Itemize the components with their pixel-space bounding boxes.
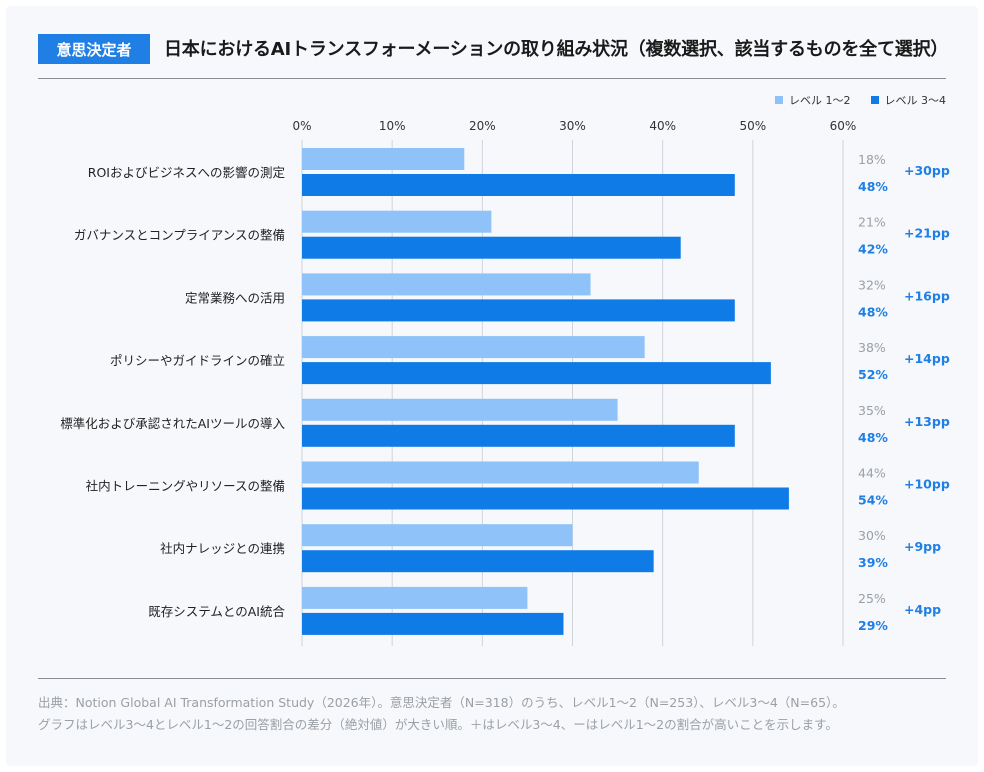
- x-tick-label: 0%: [292, 119, 311, 133]
- value-label-level34: 52%: [858, 367, 888, 382]
- value-label-level12: 21%: [858, 215, 886, 230]
- title-divider: [38, 78, 946, 79]
- x-tick-label: 10%: [379, 119, 406, 133]
- source-line-2: グラフはレベル3〜4とレベル1〜2の回答割合の差分（絶対値）が大きい順。＋はレベ…: [38, 717, 838, 732]
- bar-level12: [302, 524, 573, 547]
- legend-label-level12: レベル 1〜2: [789, 94, 851, 107]
- legend-item-level12: レベル 1〜2: [775, 92, 851, 108]
- value-label-level34: 48%: [858, 430, 888, 445]
- x-tick-label: 60%: [830, 119, 857, 133]
- value-label-level34: 29%: [858, 618, 888, 633]
- x-tick-label: 20%: [469, 119, 496, 133]
- source-line-1: 出典：Notion Global AI Transformation Study…: [38, 695, 845, 710]
- bar-level34: [302, 236, 681, 259]
- source-note: 出典：Notion Global AI Transformation Study…: [38, 692, 845, 736]
- difference-label: +9pp: [904, 539, 941, 554]
- footer-divider: [38, 678, 946, 679]
- bar-level34: [302, 424, 735, 447]
- category-label: ガバナンスとコンプライアンスの整備: [74, 228, 285, 243]
- x-tick-label: 50%: [739, 119, 766, 133]
- value-label-level12: 38%: [858, 340, 886, 355]
- category-label: 標準化および承認されたAIツールの導入: [60, 416, 285, 431]
- legend-swatch-level12: [775, 96, 783, 104]
- bar-level12: [302, 273, 591, 296]
- legend-label-level34: レベル 3〜4: [884, 94, 947, 107]
- difference-label: +30pp: [904, 163, 950, 178]
- value-label-level12: 25%: [858, 591, 886, 606]
- bar-level34: [302, 174, 735, 196]
- value-label-level12: 44%: [858, 466, 886, 481]
- value-label-level34: 54%: [858, 493, 888, 508]
- category-label: ポリシーやガイドラインの確立: [110, 353, 285, 368]
- x-tick-label: 40%: [649, 119, 676, 133]
- bar-level34: [302, 487, 789, 510]
- category-label: ROIおよびビジネスへの影響の測定: [88, 165, 285, 180]
- difference-label: +21pp: [904, 226, 950, 241]
- bar-level12: [302, 461, 699, 484]
- bar-level12: [302, 210, 492, 233]
- bar-level34: [302, 299, 735, 322]
- category-label: 既存システムとのAI統合: [148, 604, 285, 619]
- chart-legend: レベル 1〜2 レベル 3〜4: [775, 92, 946, 108]
- category-label: 社内トレーニングやリソースの整備: [86, 479, 285, 494]
- bar-level12: [302, 148, 465, 170]
- legend-item-level34: レベル 3〜4: [870, 92, 947, 108]
- value-label-level12: 32%: [858, 277, 886, 292]
- bar-level34: [302, 362, 771, 385]
- difference-label: +13pp: [904, 414, 950, 429]
- value-label-level34: 48%: [858, 179, 888, 194]
- difference-label: +16pp: [904, 288, 950, 303]
- bar-level12: [302, 336, 645, 359]
- audience-badge: 意思決定者: [38, 34, 150, 64]
- value-label-level12: 35%: [858, 403, 886, 418]
- bar-level12: [302, 586, 528, 609]
- difference-label: +4pp: [904, 602, 941, 617]
- bar-level12: [302, 398, 618, 421]
- bar-level34: [302, 550, 654, 573]
- category-label: 社内ナレッジとの連携: [160, 541, 285, 556]
- value-label-level34: 48%: [858, 304, 888, 319]
- bar-level34: [302, 612, 564, 635]
- category-label: 定常業務への活用: [185, 290, 285, 305]
- x-tick-label: 30%: [559, 119, 586, 133]
- value-label-level34: 42%: [858, 242, 888, 257]
- value-label-level12: 18%: [858, 152, 886, 167]
- value-label-level34: 39%: [858, 555, 888, 570]
- chart-card: [6, 6, 978, 766]
- difference-label: +14pp: [904, 351, 950, 366]
- value-label-level12: 30%: [858, 528, 886, 543]
- chart-title: 日本におけるAIトランスフォーメーションの取り組み状況（複数選択、該当するものを…: [164, 39, 949, 60]
- legend-swatch-level34: [870, 96, 879, 104]
- difference-label: +10pp: [904, 477, 950, 492]
